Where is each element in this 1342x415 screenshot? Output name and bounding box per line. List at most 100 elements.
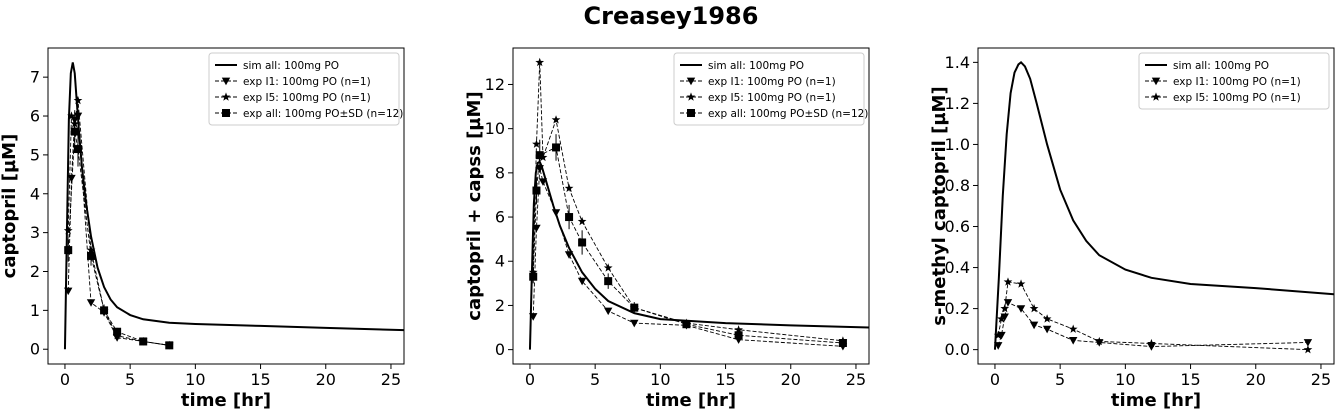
series-line <box>532 62 843 342</box>
data-point <box>734 325 743 334</box>
data-point <box>993 330 1003 339</box>
legend-marker <box>221 77 231 86</box>
data-point <box>70 127 79 136</box>
plot-frame <box>512 47 870 365</box>
legend-marker <box>686 77 696 86</box>
data-point <box>1303 339 1313 347</box>
data-point <box>87 251 96 260</box>
data-point <box>682 320 691 329</box>
y-tick-label: 3 <box>30 223 40 242</box>
series-4 <box>529 134 847 348</box>
series-line <box>997 281 1308 351</box>
x-tick-label: 25 <box>846 370 866 389</box>
data-point <box>1303 345 1313 354</box>
y-tick-label: 10 <box>485 119 505 138</box>
legend: sim all: 100mg PO exp I1: 100mg PO (n=1) e… <box>673 52 868 126</box>
data-point <box>113 327 122 336</box>
series-1 <box>993 61 1334 350</box>
legend: sim all: 100mg PO exp I1: 100mg PO (n=1) e… <box>208 52 403 126</box>
data-point <box>100 306 109 315</box>
y-tick-label: 6 <box>495 208 505 227</box>
chart-panel-3: 0 5 10 15 20 25 0.0 0.2 0.4 0.6 0.8 1.0 1.2 1.4 time [… <box>929 47 1335 411</box>
data-point <box>1003 299 1013 307</box>
y-tick-label: 7 <box>30 68 40 87</box>
plot-frame <box>977 47 1335 365</box>
data-point <box>994 342 1003 350</box>
data-point <box>565 213 574 222</box>
data-point <box>532 186 541 195</box>
y-axis-label: captopril + capss [µM] <box>464 91 485 320</box>
legend-marker <box>222 109 230 117</box>
data-point <box>564 251 574 259</box>
plot-area <box>528 57 869 351</box>
y-tick-label: 0 <box>495 340 505 359</box>
y-tick-label: 0.6 <box>945 217 970 236</box>
x-tick-label: 5 <box>1055 370 1065 389</box>
x-tick-label: 20 <box>1246 370 1266 389</box>
y-tick-label: 6 <box>30 107 40 126</box>
data-point <box>838 339 847 348</box>
x-tick-label: 25 <box>381 370 401 389</box>
legend-marker <box>687 109 695 117</box>
series-line <box>997 301 1308 348</box>
data-point <box>577 277 587 286</box>
series-line <box>67 114 170 346</box>
data-point <box>577 216 587 226</box>
data-point <box>1042 325 1052 334</box>
x-tick-label: 20 <box>781 370 801 389</box>
series-line <box>993 61 1334 350</box>
x-tick-label: 0 <box>990 370 1000 389</box>
data-point <box>538 178 548 186</box>
data-point <box>1000 304 1010 313</box>
data-point <box>112 334 122 342</box>
series-line <box>532 146 843 344</box>
y-tick-label: 1.0 <box>945 135 970 154</box>
y-tick-label: 12 <box>485 75 505 94</box>
data-point <box>529 272 538 281</box>
x-tick-label: 10 <box>650 370 670 389</box>
data-point <box>564 183 574 193</box>
data-point <box>1016 305 1026 313</box>
data-point <box>63 226 73 235</box>
y-tick-label: 0.8 <box>945 176 970 195</box>
data-point <box>734 331 743 340</box>
x-tick-label: 5 <box>590 370 600 389</box>
data-point <box>1068 337 1078 345</box>
data-point <box>1068 324 1078 333</box>
data-point <box>1042 314 1052 323</box>
series-3 <box>993 277 1313 354</box>
series-1 <box>528 160 869 350</box>
x-tick-label: 10 <box>185 370 205 389</box>
chart-panel-2: 0 5 10 15 20 25 0 2 4 6 8 10 12 time [hr] captopril + … <box>464 47 870 411</box>
legend-entry: exp all: 100mg PO±SD (n=12) <box>708 108 868 120</box>
data-point <box>67 111 76 120</box>
y-tick-label: 4 <box>495 252 505 271</box>
chart-panel-1: 0 5 10 15 20 25 0 1 2 3 4 5 6 7 time [hr] captopril [µM… <box>0 47 405 411</box>
legend-marker <box>221 92 231 101</box>
data-point <box>603 263 613 272</box>
data-point <box>1003 277 1013 286</box>
x-axis-label: time [hr] <box>1111 390 1201 411</box>
legend-entry: exp I1: 100mg PO (n=1) <box>708 76 836 88</box>
data-point <box>1147 343 1156 351</box>
y-axis-label: captopril [µM] <box>0 134 20 279</box>
legend-entry: exp I1: 100mg PO (n=1) <box>243 76 371 88</box>
legend-box <box>208 52 400 126</box>
x-tick-label: 15 <box>1180 370 1200 389</box>
data-point <box>73 95 83 105</box>
legend-box <box>673 52 865 126</box>
x-axis-label: time [hr] <box>181 390 271 411</box>
y-tick-label: 0.4 <box>945 258 970 277</box>
data-point <box>67 174 76 183</box>
legend-entry: sim all: 100mg PO <box>243 60 339 72</box>
x-tick-label: 0 <box>525 370 535 389</box>
y-tick-label: 1 <box>30 301 40 320</box>
y-tick-label: 0.0 <box>945 340 970 359</box>
y-tick-label: 2 <box>30 262 40 281</box>
y-tick-label: 2 <box>495 296 505 315</box>
data-point <box>603 307 613 316</box>
data-point <box>604 277 613 286</box>
x-tick-label: 25 <box>1311 370 1331 389</box>
legend: sim all: 100mg PO exp I1: 100mg PO (n=1) e… <box>1138 52 1330 110</box>
